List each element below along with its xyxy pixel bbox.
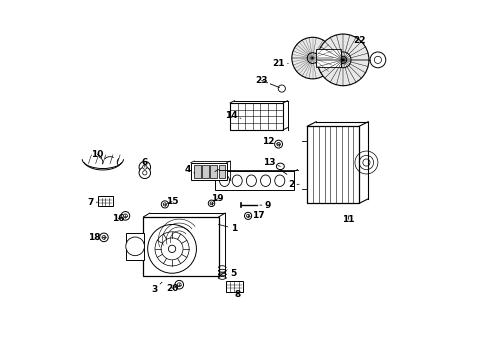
Bar (194, 165, 201, 178)
Text: 18: 18 (87, 233, 104, 242)
Ellipse shape (246, 175, 256, 186)
Text: 2: 2 (287, 180, 299, 189)
Circle shape (168, 245, 175, 252)
Circle shape (244, 212, 251, 220)
Text: 5: 5 (226, 269, 236, 278)
Text: 13: 13 (262, 158, 280, 167)
Circle shape (142, 171, 147, 175)
Text: 15: 15 (165, 197, 178, 206)
Circle shape (147, 225, 196, 273)
Text: 6: 6 (142, 158, 148, 167)
Circle shape (291, 37, 333, 79)
Text: 11: 11 (342, 215, 354, 224)
Ellipse shape (219, 175, 229, 186)
Text: 17: 17 (248, 211, 264, 220)
Bar (126, 233, 144, 260)
Circle shape (276, 142, 280, 146)
Bar (202, 165, 208, 178)
Circle shape (373, 56, 381, 63)
Text: 10: 10 (91, 150, 103, 159)
Bar (210, 165, 217, 178)
Circle shape (278, 85, 285, 92)
Bar (306, 126, 359, 203)
Text: 3: 3 (151, 282, 162, 294)
Circle shape (246, 214, 249, 217)
Bar (190, 163, 226, 180)
Circle shape (100, 233, 108, 242)
Text: 19: 19 (211, 194, 224, 203)
Circle shape (102, 235, 105, 239)
Ellipse shape (232, 175, 242, 186)
Text: 16: 16 (112, 214, 124, 223)
Bar (98, 197, 112, 206)
Circle shape (306, 53, 317, 63)
Text: 12: 12 (261, 137, 278, 146)
Circle shape (274, 140, 282, 148)
Text: 21: 21 (272, 59, 287, 68)
Text: 14: 14 (224, 111, 241, 120)
Circle shape (161, 201, 168, 208)
Text: 9: 9 (259, 201, 270, 210)
Ellipse shape (260, 175, 270, 186)
Circle shape (125, 237, 144, 256)
Text: 1: 1 (218, 224, 236, 233)
Circle shape (139, 161, 150, 173)
Text: 4: 4 (184, 165, 194, 174)
Circle shape (177, 283, 181, 287)
Circle shape (335, 52, 350, 68)
Circle shape (369, 52, 385, 68)
Circle shape (142, 165, 147, 169)
Circle shape (339, 56, 346, 63)
Circle shape (210, 202, 213, 205)
Text: 23: 23 (255, 76, 267, 85)
Text: 20: 20 (165, 284, 178, 293)
Bar (225, 281, 243, 292)
Bar (230, 103, 283, 130)
Bar (316, 49, 341, 67)
Bar (215, 171, 293, 190)
Text: 8: 8 (230, 290, 241, 299)
Circle shape (317, 34, 368, 86)
Circle shape (123, 214, 127, 218)
Circle shape (139, 167, 150, 179)
Circle shape (121, 212, 129, 220)
Bar (143, 217, 218, 276)
Circle shape (175, 280, 183, 289)
Circle shape (163, 203, 166, 206)
Text: 7: 7 (87, 198, 98, 207)
Text: 22: 22 (353, 36, 366, 45)
Ellipse shape (274, 175, 284, 186)
Circle shape (208, 200, 214, 207)
Bar (218, 165, 224, 178)
